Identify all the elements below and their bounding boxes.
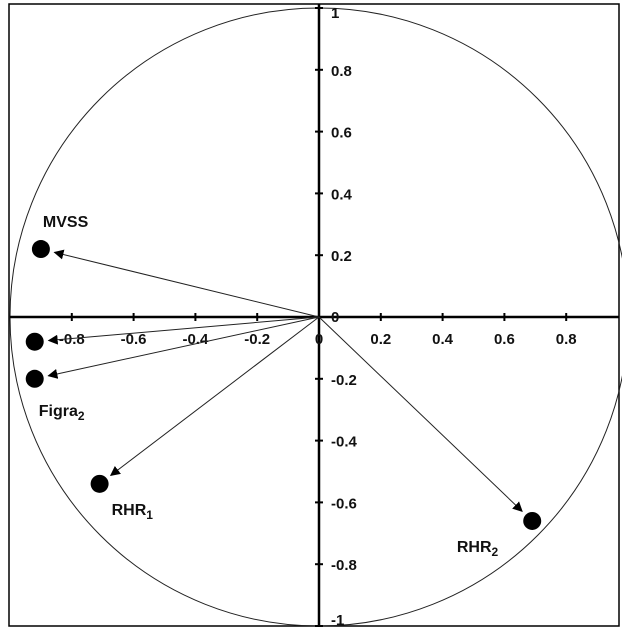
vector-arrow [47, 316, 320, 345]
y-tick-label: 0 [331, 309, 339, 326]
y-tick-label: -0.2 [331, 372, 357, 389]
vector-arrow [109, 316, 320, 476]
vector-label: MVSS [43, 214, 89, 231]
x-tick-label: -0.4 [182, 331, 209, 348]
x-tick-label: 0.6 [494, 331, 515, 348]
y-tick-label: -0.8 [331, 557, 357, 574]
x-tick-label: -0.2 [244, 331, 270, 348]
vector-point [90, 474, 109, 493]
y-tick-label: 1 [331, 5, 339, 22]
vector-arrow [53, 249, 320, 318]
vector-label: RHR1 [112, 502, 154, 522]
vector-point [25, 369, 44, 388]
x-tick-label: 0.4 [432, 331, 454, 348]
y-tick-label: 0.8 [331, 63, 352, 80]
vector-label: Figra2 [39, 403, 85, 423]
x-tick-label: 0 [315, 331, 323, 348]
y-tick-label: 0.4 [331, 186, 353, 203]
x-tick-label: -0.6 [121, 331, 147, 348]
plot-frame [8, 3, 620, 627]
y-tick-label: -0.6 [331, 495, 357, 512]
vector-point [523, 511, 542, 530]
y-tick-label: 0.2 [331, 248, 352, 265]
x-tick-label: -0.8 [59, 331, 85, 348]
vector-arrow [318, 316, 523, 512]
vector-point [31, 240, 50, 259]
y-tick-label: 0.6 [331, 125, 352, 142]
vector-arrow [47, 316, 320, 379]
y-tick-label: -0.4 [331, 434, 358, 451]
y-tick-label: -1 [331, 612, 344, 629]
x-tick-label: 0.2 [370, 331, 391, 348]
x-tick-label: 0.8 [556, 331, 577, 348]
vector-label: RHR2 [457, 539, 499, 559]
vector-point [25, 332, 44, 351]
